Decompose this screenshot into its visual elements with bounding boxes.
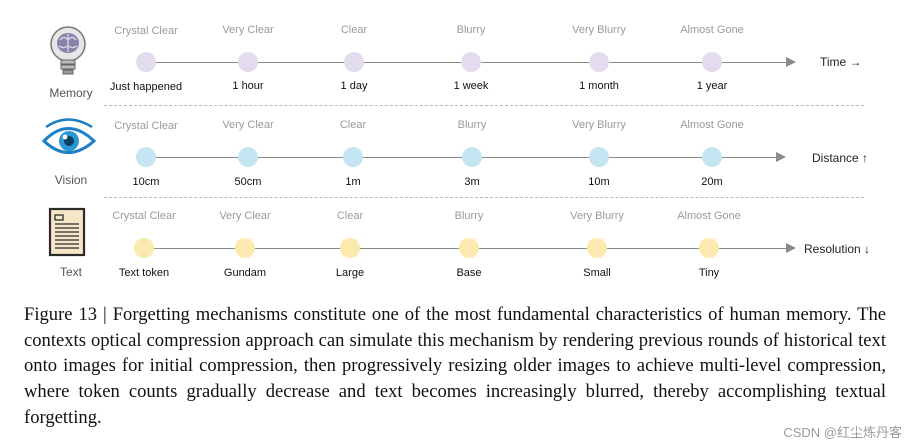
vision-dot <box>702 147 722 167</box>
quality-label: Very Blurry <box>572 119 626 131</box>
memory-value: 1 day <box>340 80 368 92</box>
row-label-memory: Memory <box>49 86 93 100</box>
memory-dot <box>702 52 722 72</box>
row-label-text: Text <box>59 265 82 279</box>
quality-label: Very Clear <box>222 119 274 131</box>
memory-value: Just happened <box>109 81 183 93</box>
text-dot <box>699 238 719 258</box>
text-value: Text token <box>118 267 170 279</box>
quality-label: Very Clear <box>219 210 271 222</box>
text-value: Small <box>583 267 611 279</box>
memory-dot <box>344 52 364 72</box>
memory-row: Memory Time → Crystal Clear Just happene… <box>0 8 908 103</box>
quality-label: Crystal Clear <box>114 25 178 37</box>
quality-label: Very Blurry <box>572 24 626 36</box>
quality-label: Blurry <box>456 24 486 36</box>
quality-label: Clear <box>336 210 364 222</box>
distance-axis-label: Distance ↑ <box>812 151 869 165</box>
text-dot <box>459 238 479 258</box>
text-value: Tiny <box>698 267 720 279</box>
quality-label: Crystal Clear <box>114 120 178 132</box>
vision-value: 10cm <box>132 176 160 188</box>
memory-value: 1 month <box>579 80 619 92</box>
text-value: Gundam <box>223 267 267 279</box>
text-dot <box>340 238 360 258</box>
quality-label: Almost Gone <box>677 210 741 222</box>
vision-dot <box>589 147 609 167</box>
memory-dot <box>136 52 156 72</box>
quality-label: Clear <box>339 119 367 131</box>
distance-axis-arrowhead <box>776 152 786 162</box>
text-dot <box>134 238 154 258</box>
vision-value: 10m <box>588 176 610 188</box>
figure-caption: Figure 13 | Forgetting mechanisms consti… <box>24 304 886 428</box>
vision-dot <box>136 147 156 167</box>
memory-dot <box>589 52 609 72</box>
vision-value: 50cm <box>234 176 262 188</box>
document-icon <box>40 206 100 266</box>
row-label-vision: Vision <box>54 173 88 187</box>
text-value: Large <box>335 267 365 279</box>
text-value: Base <box>456 267 482 279</box>
lightbulb-brain-icon <box>40 20 100 80</box>
text-dot <box>235 238 255 258</box>
quality-label: Very Clear <box>222 24 274 36</box>
resolution-axis-arrowhead <box>786 243 796 253</box>
text-dot <box>587 238 607 258</box>
quality-label: Clear <box>340 24 368 36</box>
text-row: Text Resolution ↓ Crystal Clear Text tok… <box>0 196 908 291</box>
time-axis-label: Time → <box>820 55 862 69</box>
eye-icon <box>40 118 100 178</box>
quality-label: Blurry <box>457 119 487 131</box>
memory-value: 1 year <box>696 80 728 92</box>
watermark: CSDN @红尘炼丹客 <box>783 425 902 440</box>
resolution-axis-label: Resolution ↓ <box>804 242 871 256</box>
quality-label: Very Blurry <box>570 210 624 222</box>
vision-value: 3m <box>464 176 480 188</box>
memory-dot <box>238 52 258 72</box>
quality-label: Almost Gone <box>680 119 744 131</box>
memory-value: 1 hour <box>232 80 264 92</box>
vision-dot <box>462 147 482 167</box>
vision-dot <box>343 147 363 167</box>
row-divider <box>104 197 864 198</box>
row-divider <box>104 105 864 106</box>
quality-label: Blurry <box>454 210 484 222</box>
quality-label: Crystal Clear <box>112 210 176 222</box>
vision-value: 1m <box>345 176 361 188</box>
vision-dot <box>238 147 258 167</box>
memory-dot <box>461 52 481 72</box>
vision-value: 20m <box>701 176 723 188</box>
quality-label: Almost Gone <box>680 24 744 36</box>
memory-value: 1 week <box>453 80 489 92</box>
time-axis-arrowhead <box>786 57 796 67</box>
vision-row: Vision Distance ↑ Crystal Clear 10cm Ver… <box>0 104 908 199</box>
